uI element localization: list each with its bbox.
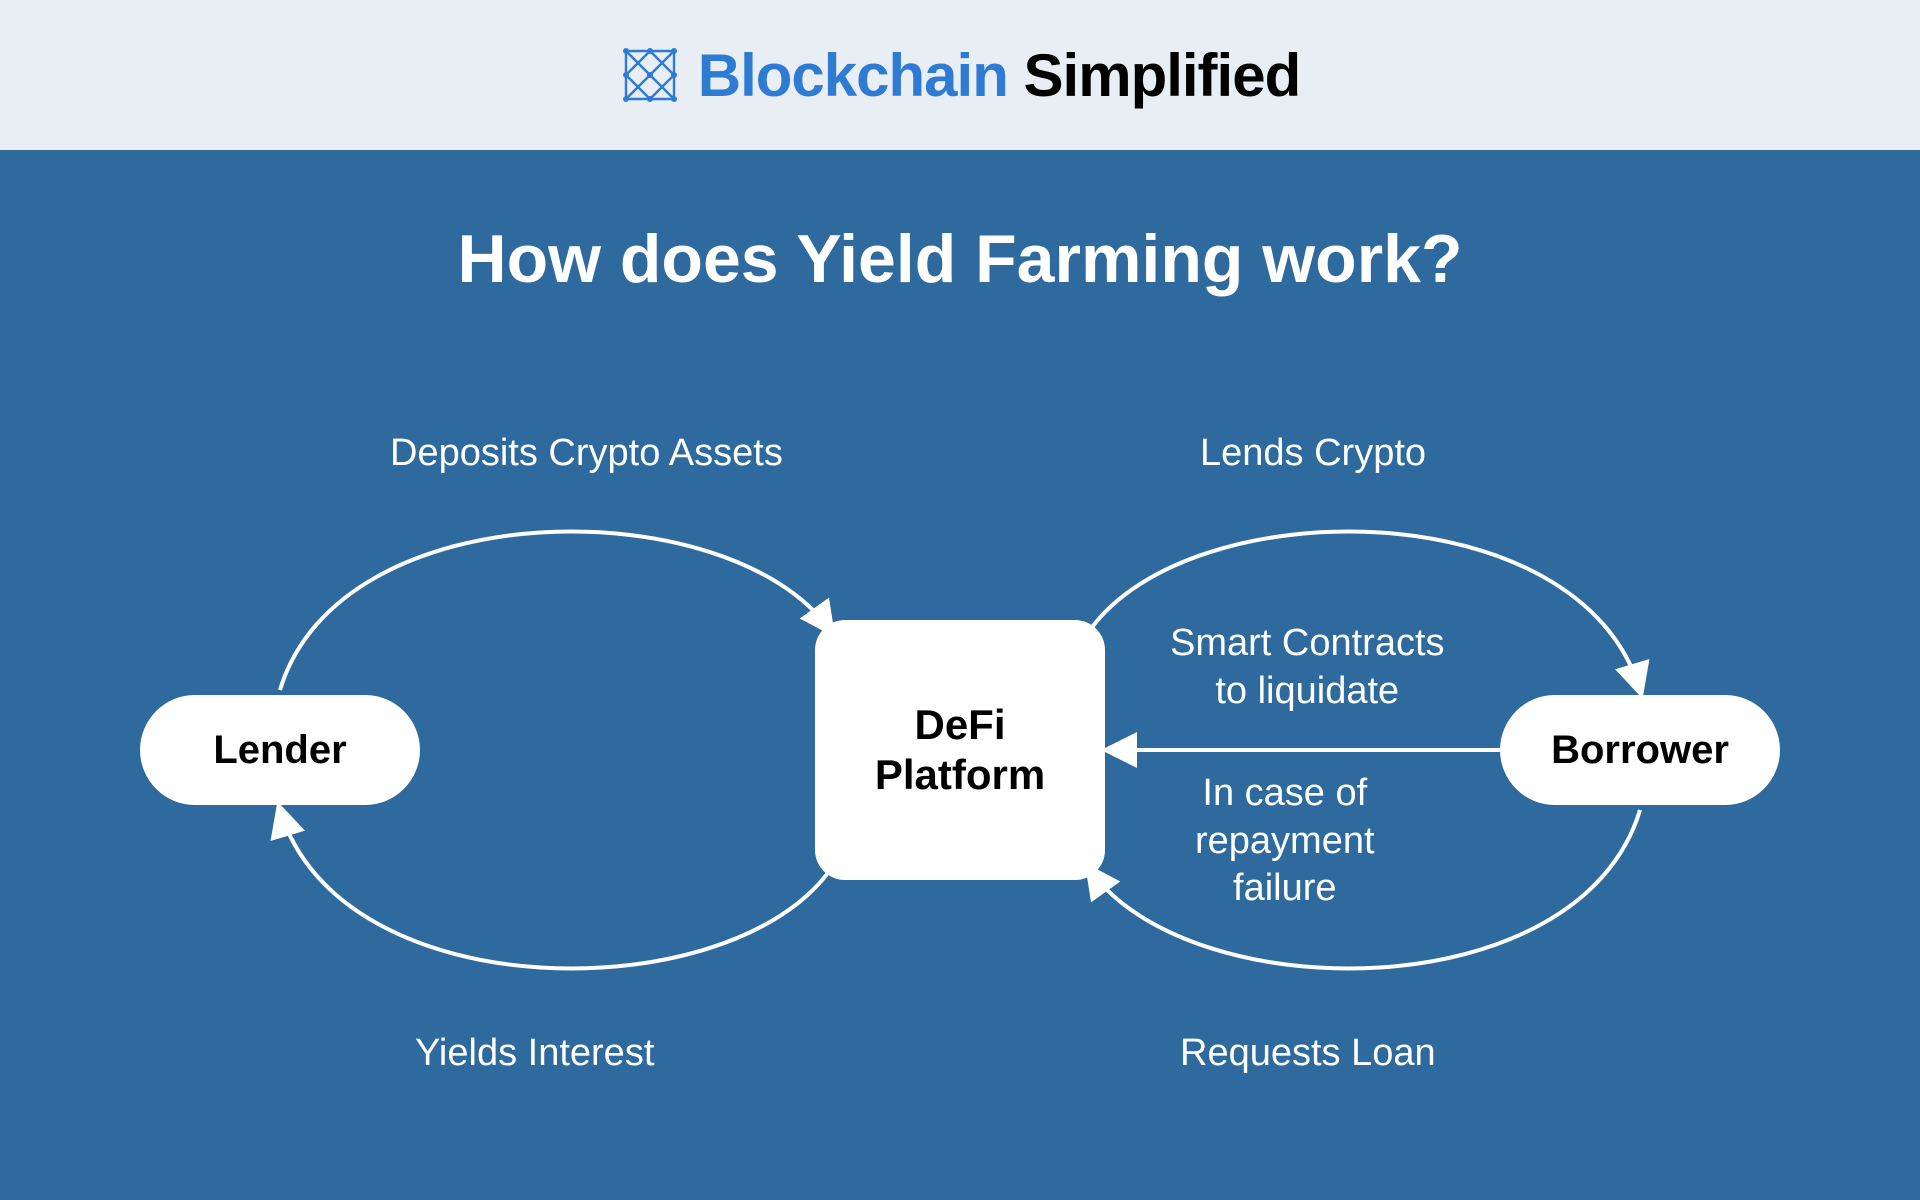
logo: Blockchain Simplified [620, 41, 1300, 110]
edge-yields [280, 810, 830, 968]
edge-deposits [280, 532, 830, 690]
edge-label-lends: Lends Crypto [1200, 430, 1426, 478]
edge-label-deposits: Deposits Crypto Assets [390, 430, 783, 478]
blockchain-logo-icon [620, 45, 680, 105]
header: Blockchain Simplified [0, 0, 1920, 150]
logo-text: Blockchain Simplified [698, 41, 1300, 110]
edge-label-yields: Yields Interest [415, 1030, 654, 1078]
diagram-title: How does Yield Farming work? [0, 220, 1920, 298]
node-borrower: Borrower [1500, 695, 1780, 805]
edge-label-liquidate-top: Smart Contractsto liquidate [1170, 620, 1445, 715]
logo-text-suffix: Simplified [1008, 42, 1300, 109]
logo-text-brand: Blockchain [698, 42, 1008, 109]
node-lender: Lender [140, 695, 420, 805]
node-defi-platform: DeFiPlatform [815, 620, 1105, 880]
flow-diagram: Lender DeFiPlatform Borrower Deposits Cr… [110, 390, 1810, 1110]
edge-label-requests: Requests Loan [1180, 1030, 1436, 1078]
main-panel: How does Yield Farming work? Lender DeFi… [0, 150, 1920, 1200]
edge-label-liquidate-bottom: In case ofrepaymentfailure [1195, 770, 1375, 913]
